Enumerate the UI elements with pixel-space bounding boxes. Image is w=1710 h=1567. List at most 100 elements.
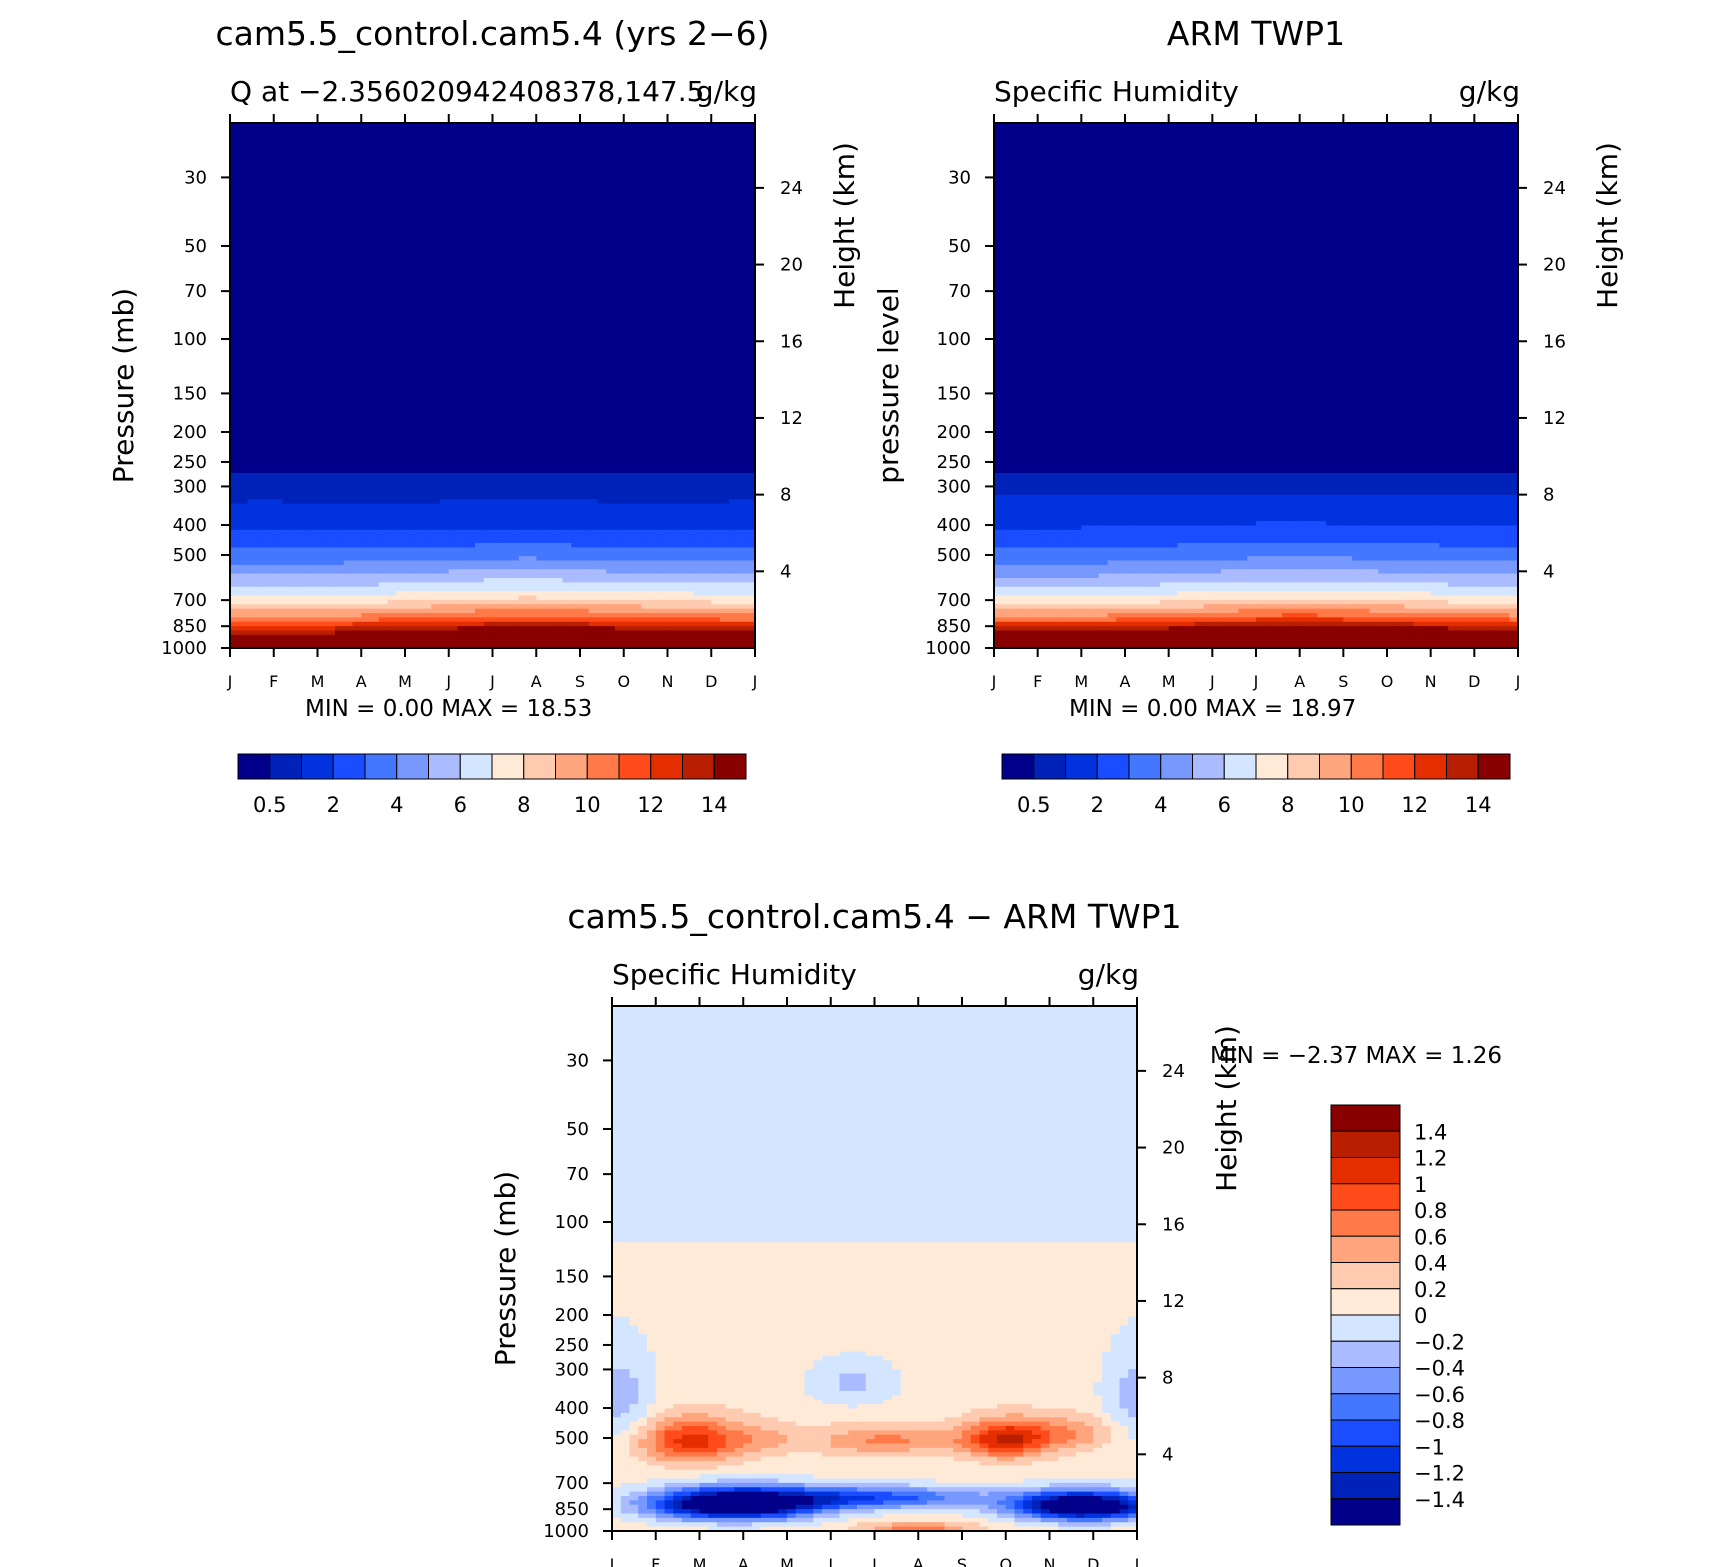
field-cell — [308, 354, 319, 360]
field-cell — [396, 372, 406, 378]
field-cell — [650, 241, 660, 247]
field-cell — [265, 459, 275, 465]
field-cell — [291, 354, 301, 360]
field-cell — [641, 424, 651, 430]
field-cell — [256, 298, 266, 303]
field-cell — [300, 258, 310, 264]
field-cell — [746, 197, 756, 203]
field-cell — [632, 442, 642, 448]
field-cell — [536, 459, 546, 465]
field-cell — [378, 446, 389, 452]
field-cell — [238, 219, 249, 225]
field-cell — [300, 311, 310, 317]
field-cell — [676, 464, 686, 470]
field-cell — [352, 363, 362, 369]
field-cell — [597, 328, 607, 334]
field-cell — [658, 411, 669, 417]
field-cell — [606, 481, 616, 487]
field-cell — [728, 123, 739, 128]
field-cell — [606, 319, 616, 325]
field-cell — [676, 140, 686, 146]
field-cell — [693, 249, 704, 255]
field-cell — [422, 398, 432, 404]
field-cell — [492, 293, 502, 299]
field-cell — [273, 236, 284, 242]
field-cell — [308, 276, 319, 282]
field-cell — [536, 324, 546, 330]
field-cell — [300, 389, 310, 395]
field-cell — [273, 254, 284, 260]
field-cell — [317, 241, 327, 247]
field-cell — [580, 166, 590, 172]
field-cell — [238, 166, 249, 172]
field-cell — [405, 341, 415, 347]
field-cell — [466, 442, 476, 448]
field-cell — [422, 403, 432, 408]
field-cell — [685, 197, 695, 203]
field-cell — [685, 210, 695, 216]
field-cell — [641, 293, 651, 299]
field-cell — [387, 459, 397, 465]
field-cell — [378, 289, 389, 295]
field-cell — [326, 416, 336, 422]
field-cell — [230, 271, 240, 277]
field-cell — [606, 214, 616, 220]
field-cell — [256, 153, 266, 159]
field-cell — [440, 210, 450, 216]
field-cell — [448, 298, 459, 303]
field-cell — [405, 385, 415, 391]
field-cell — [256, 228, 266, 233]
field-cell — [387, 455, 397, 461]
field-cell — [422, 245, 432, 251]
field-cell — [615, 219, 625, 225]
field-cell — [597, 381, 607, 387]
field-cell — [658, 271, 669, 277]
field-cell — [317, 333, 327, 338]
field-cell — [317, 263, 327, 268]
field-cell — [527, 420, 537, 426]
field-cell — [308, 385, 319, 391]
field-cell — [361, 223, 371, 229]
field-cell — [238, 254, 249, 260]
field-cell — [562, 175, 572, 181]
field-cell — [492, 407, 502, 413]
field-cell — [518, 136, 529, 142]
field-cell — [685, 298, 695, 303]
field-cell — [440, 333, 450, 338]
field-cell — [510, 429, 520, 435]
field-cell — [300, 350, 310, 356]
field-cell — [475, 228, 485, 233]
field-cell — [361, 249, 371, 255]
field-cell — [265, 324, 275, 330]
field-cell — [510, 424, 520, 430]
field-cell — [658, 319, 669, 325]
field-cell — [230, 350, 240, 356]
field-cell — [378, 131, 389, 137]
field-cell — [291, 223, 301, 229]
field-cell — [615, 245, 625, 251]
field-cell — [457, 184, 467, 190]
field-cell — [676, 429, 686, 435]
field-cell — [273, 306, 284, 312]
field-cell — [737, 201, 747, 207]
field-cell — [326, 319, 336, 325]
field-cell — [562, 127, 572, 133]
field-cell — [238, 311, 249, 317]
field-cell — [623, 214, 634, 220]
field-cell — [405, 175, 415, 181]
field-cell — [352, 337, 362, 343]
field-cell — [632, 420, 642, 426]
field-cell — [615, 136, 625, 142]
field-cell — [238, 341, 249, 347]
field-cell — [291, 140, 301, 146]
field-cell — [300, 193, 310, 198]
field-cell — [317, 214, 327, 220]
field-cell — [431, 324, 441, 330]
field-cell — [623, 263, 634, 268]
field-cell — [256, 459, 266, 465]
field-cell — [641, 350, 651, 356]
field-cell — [501, 420, 511, 426]
field-cell — [448, 411, 459, 417]
field-cell — [370, 284, 380, 290]
field-cell — [676, 376, 686, 382]
